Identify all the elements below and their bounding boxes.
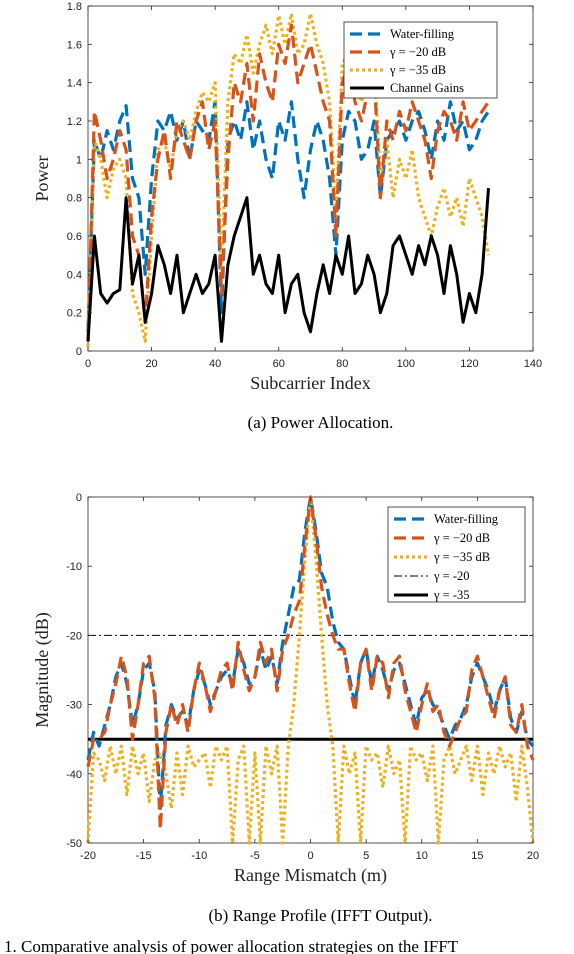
power-allocation-caption: (a) Power Allocation. <box>248 413 394 432</box>
x-tick-label: -20 <box>80 850 96 862</box>
x-tick-label: 15 <box>471 850 483 862</box>
legend-label: γ = −35 dB <box>433 550 490 564</box>
range-profile-legend: Water-filling γ = −20 dB γ = −35 dB γ = -20… <box>387 506 526 603</box>
y-tick-label: 1 <box>76 154 82 166</box>
y-tick-label: -10 <box>66 561 82 573</box>
power-allocation-y-axis-label: Power <box>32 156 52 202</box>
y-tick-label: -30 <box>66 700 82 712</box>
y-tick-label: 0 <box>76 346 82 358</box>
series-line-3 <box>86 187 490 343</box>
x-tick-label: 40 <box>209 358 221 370</box>
y-tick-label: 1.6 <box>67 39 82 51</box>
y-tick-label: 0.4 <box>67 269 82 281</box>
range-profile-chart: -20 -15 -10 -5 0 5 10 15 20-50-40-30-20-100 Rang… <box>32 492 539 925</box>
y-tick-label: 1.8 <box>67 1 82 13</box>
range-profile-caption: (b) Range Profile (IFFT Output). <box>209 906 433 925</box>
series-line-1 <box>86 23 490 342</box>
y-tick-label: -20 <box>66 630 82 642</box>
x-tick-label: 60 <box>273 358 285 370</box>
legend-label: γ = −35 dB <box>389 63 446 77</box>
x-tick-label: 120 <box>460 358 478 370</box>
power-allocation-chart: 0 20 40 60 80 100 120 140 0 0.2 0.4 0.6 0.8 1 1.2 1.4 1.… <box>32 1 542 432</box>
x-tick-label: 140 <box>524 358 542 370</box>
x-tick-label: 20 <box>527 850 539 862</box>
x-tick-label: 0 <box>307 850 313 862</box>
x-tick-label: -10 <box>191 850 207 862</box>
y-tick-label: -40 <box>66 769 82 781</box>
power-allocation-plot-area <box>86 5 534 352</box>
series-line-0 <box>86 100 490 332</box>
range-profile-y-axis-label: Magnitude (dB) <box>32 612 53 727</box>
x-tick-label: 20 <box>145 358 157 370</box>
x-tick-label: 100 <box>397 358 415 370</box>
y-tick-label: 0 <box>76 492 82 504</box>
x-tick-label: -5 <box>250 850 260 862</box>
x-tick-label: 10 <box>416 850 428 862</box>
y-tick-label: -50 <box>66 838 82 850</box>
x-tick-label: 80 <box>336 358 348 370</box>
legend-label: γ = -35 <box>433 588 470 602</box>
y-tick-label: 0.8 <box>67 193 82 205</box>
legend-label: Water-filling <box>434 512 499 526</box>
y-tick-label: 1.4 <box>67 78 82 90</box>
power-allocation-x-axis-label: Subcarrier Index <box>250 373 370 393</box>
figure-caption-fragment: 1. Comparative analysis of power allocat… <box>4 937 459 954</box>
power-allocation-ticks: 0 20 40 60 80 100 120 140 0 0.2 0.4 0.6 0.8 1 1.2 1.4 1.… <box>67 1 542 370</box>
x-tick-label: 5 <box>363 850 369 862</box>
range-profile-x-axis-label: Range Mismatch (m) <box>234 865 387 886</box>
legend-label: γ = -20 <box>433 569 470 583</box>
range-profile-ticks: -20 -15 -10 -5 0 5 10 15 20-50-40-30-20-100 <box>66 492 539 862</box>
power-allocation-legend: Water-filling γ = −20 dB γ = −35 dB Channel… <box>343 21 498 99</box>
series-line-2 <box>86 12 491 348</box>
legend-label: Channel Gains <box>390 81 464 95</box>
legend-label: γ = −20 dB <box>433 531 490 545</box>
legend-label: γ = −20 dB <box>389 45 446 59</box>
y-tick-label: 0.2 <box>67 308 82 320</box>
y-tick-label: 0.6 <box>67 231 82 243</box>
x-tick-label: -15 <box>136 850 152 862</box>
y-tick-label: 1.2 <box>67 116 82 128</box>
plot-frame <box>87 5 534 352</box>
legend-box <box>387 506 526 603</box>
legend-label: Water-filling <box>390 27 455 41</box>
x-tick-label: 0 <box>85 358 91 370</box>
